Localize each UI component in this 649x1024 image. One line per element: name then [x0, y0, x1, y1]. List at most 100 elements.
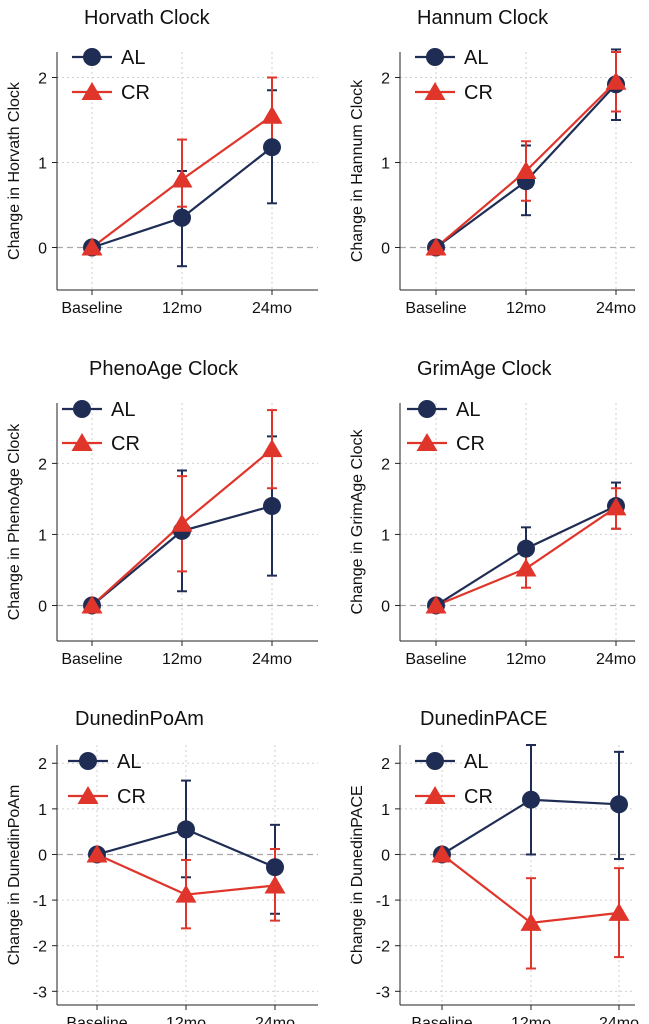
data-point-al: [522, 790, 540, 809]
y-tick-label: 1: [381, 156, 390, 173]
legend: AL CR: [407, 399, 485, 455]
legend-marker-cr: [81, 82, 103, 100]
chart-panel-1: Horvath Clock Change in Horvath Clock 0 1 2 B…: [6, 7, 318, 317]
data-point-cr: [515, 161, 537, 179]
chart-panel-3: PhenoAge Clock Change in PhenoAge Clock 0 1…: [6, 358, 318, 668]
x-tick-label: 12mo: [506, 651, 546, 668]
x-tick-label: Baseline: [61, 300, 122, 317]
y-tick-label: 1: [38, 802, 47, 819]
legend-label-al: AL: [464, 47, 488, 69]
x-tick-label: 12mo: [166, 1015, 206, 1024]
x-tick-label: 24mo: [599, 1015, 639, 1024]
chart-title: Hannum Clock: [417, 7, 549, 29]
data-point-cr: [425, 595, 447, 614]
legend-marker-al: [73, 400, 91, 418]
x-tick-label: 24mo: [252, 300, 292, 317]
y-tick-label: 1: [381, 527, 390, 544]
legend-marker-al: [426, 48, 444, 66]
y-tick-label: 0: [381, 241, 390, 258]
chart-panel-6: DunedinPACE Change in DunedinPACE -3 -2 -1 0 1…: [349, 708, 639, 1024]
legend-marker-cr: [416, 433, 438, 451]
y-tick-label: -2: [33, 939, 47, 956]
data-point-cr: [261, 105, 283, 124]
data-point-cr: [81, 237, 103, 256]
chart-panel-4: GrimAge Clock Change in GrimAge Clock 0 1 2 B…: [349, 358, 636, 668]
legend-label-cr: CR: [121, 82, 150, 104]
legend-label-cr: CR: [117, 786, 146, 808]
x-tick-label: 12mo: [162, 300, 202, 317]
legend-label-al: AL: [456, 399, 480, 421]
chart-panel-5: DunedinPoAm Change in DunedinPoAm -3 -2 -1 0 1…: [6, 708, 318, 1024]
y-tick-label: 0: [38, 241, 47, 258]
legend-marker-cr: [77, 786, 99, 804]
x-tick-label: 12mo: [162, 651, 202, 668]
y-axis-label: Change in GrimAge Clock: [349, 429, 366, 615]
data-point-cr: [171, 169, 193, 188]
legend-label-cr: CR: [464, 82, 493, 104]
x-tick-label: Baseline: [61, 651, 122, 668]
chart-title: DunedinPACE: [420, 708, 547, 730]
data-point-al: [173, 208, 191, 227]
legend-label-al: AL: [464, 751, 488, 773]
x-tick-label: Baseline: [405, 651, 466, 668]
legend-label-al: AL: [111, 399, 135, 421]
y-tick-label: -1: [33, 893, 47, 910]
legend-marker-cr: [424, 82, 446, 100]
legend: AL CR: [68, 751, 146, 808]
legend-label-al: AL: [117, 751, 141, 773]
legend-label-cr: CR: [464, 786, 493, 808]
y-tick-label: 0: [381, 847, 390, 864]
y-tick-label: 0: [38, 598, 47, 615]
data-point-cr: [425, 237, 447, 256]
data-point-cr: [431, 844, 453, 863]
chart-title: Horvath Clock: [84, 7, 211, 29]
data-point-al: [517, 539, 535, 558]
y-tick-label: -3: [376, 984, 390, 1001]
chart-panel-2: Hannum Clock Change in Hannum Clock 0 1 2 Bas…: [349, 7, 636, 317]
y-axis-label: Change in DunedinPACE: [349, 785, 366, 964]
legend: AL CR: [72, 47, 150, 104]
data-point-cr: [608, 902, 630, 921]
legend-label-al: AL: [121, 47, 145, 69]
chart-title: PhenoAge Clock: [89, 358, 239, 380]
y-axis-label: Change in Horvath Clock: [6, 81, 23, 260]
x-tick-label: 12mo: [506, 300, 546, 317]
y-tick-label: 2: [381, 456, 390, 473]
legend-marker-al: [83, 48, 101, 66]
data-point-al: [177, 820, 195, 839]
y-tick-label: 2: [38, 71, 47, 88]
x-tick-label: 24mo: [596, 300, 636, 317]
legend-marker-al: [79, 752, 97, 770]
y-tick-label: 1: [381, 802, 390, 819]
y-axis-label: Change in Hannum Clock: [349, 79, 366, 262]
data-point-cr: [264, 875, 286, 894]
data-point-al: [263, 497, 281, 516]
legend-marker-cr: [71, 433, 93, 451]
y-tick-label: 2: [381, 756, 390, 773]
y-tick-label: 2: [38, 456, 47, 473]
data-point-cr: [175, 884, 197, 903]
y-tick-label: 1: [38, 527, 47, 544]
y-tick-label: 0: [38, 847, 47, 864]
y-tick-label: 1: [38, 156, 47, 173]
legend: AL CR: [415, 47, 493, 104]
x-tick-label: Baseline: [405, 300, 466, 317]
data-point-al: [610, 795, 628, 814]
legend-marker-al: [418, 400, 436, 418]
y-tick-label: 0: [381, 598, 390, 615]
y-tick-label: -2: [376, 939, 390, 956]
data-point-cr: [520, 912, 542, 931]
data-point-cr: [605, 497, 627, 516]
legend-label-cr: CR: [456, 433, 485, 455]
chart-title: DunedinPoAm: [75, 708, 204, 730]
data-point-cr: [605, 71, 627, 90]
data-point-cr: [86, 844, 108, 863]
data-point-al: [266, 858, 284, 877]
y-axis-label: Change in PhenoAge Clock: [6, 423, 23, 621]
x-tick-label: 24mo: [252, 651, 292, 668]
data-point-cr: [171, 513, 193, 532]
legend-label-cr: CR: [111, 433, 140, 455]
x-tick-label: Baseline: [411, 1015, 472, 1024]
x-tick-label: 24mo: [596, 651, 636, 668]
